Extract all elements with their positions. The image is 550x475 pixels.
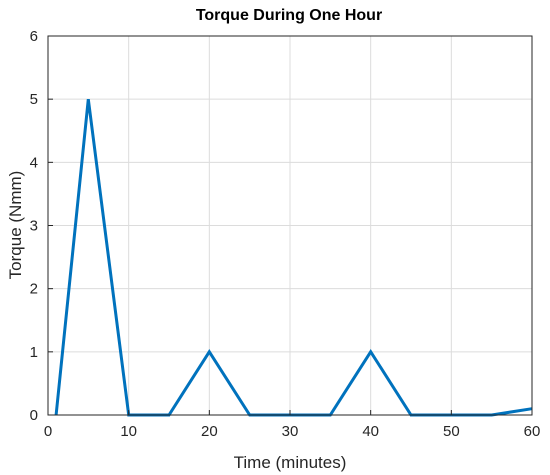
chart-title: Torque During One Hour xyxy=(196,7,382,24)
x-axis-label: Time (minutes) xyxy=(234,453,347,472)
y-axis: 0 1 2 3 4 5 6 xyxy=(30,28,53,424)
x-tick-label: 30 xyxy=(282,423,299,440)
y-tick-label: 5 xyxy=(30,91,38,108)
y-tick-label: 1 xyxy=(30,344,38,361)
y-tick-label: 4 xyxy=(30,154,38,171)
x-tick-label: 50 xyxy=(443,423,460,440)
y-tick-label: 0 xyxy=(30,407,38,424)
y-tick-label: 6 xyxy=(30,28,38,45)
y-axis-label: Torque (Nmm) xyxy=(6,171,25,280)
x-tick-label: 20 xyxy=(201,423,218,440)
y-tick-label: 3 xyxy=(30,218,38,235)
x-tick-label: 40 xyxy=(362,423,379,440)
y-tick-label: 2 xyxy=(30,281,38,298)
x-tick-label: 0 xyxy=(44,423,52,440)
x-axis: 0 10 20 30 40 50 60 xyxy=(44,410,541,440)
x-tick-label: 60 xyxy=(524,423,541,440)
x-tick-label: 10 xyxy=(120,423,137,440)
